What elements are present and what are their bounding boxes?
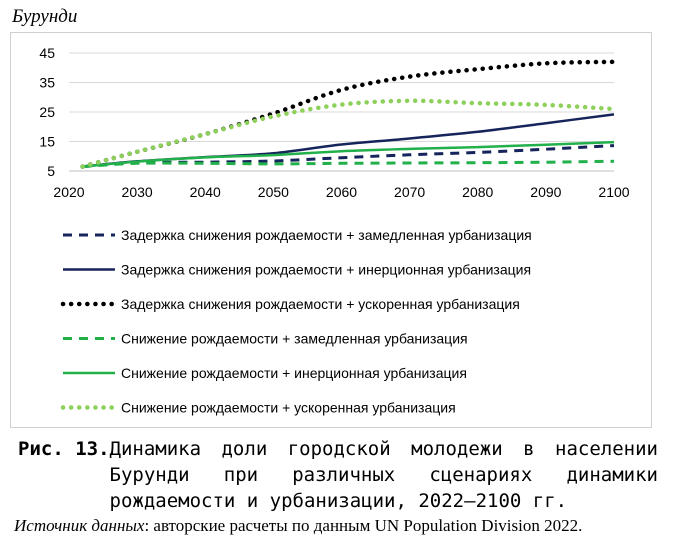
x-tick-label: 2040 — [190, 184, 221, 200]
x-tick-label: 2080 — [462, 184, 493, 200]
x-tick-label: 2070 — [394, 184, 425, 200]
legend-label-2: Задержка снижения рождаемости + инерцион… — [121, 262, 531, 278]
y-tick-label: 45 — [39, 45, 55, 61]
x-tick-label: 2050 — [258, 184, 289, 200]
region-title: Бурунди — [12, 6, 78, 27]
series-line-5 — [82, 140, 615, 168]
series-line-6 — [80, 98, 617, 169]
series-lines — [80, 59, 617, 169]
legend-label-4: Снижение рождаемости + замедленная урбан… — [121, 331, 468, 347]
source-note: Источник данных: авторские расчеты по да… — [14, 516, 664, 536]
figure-caption: Рис. 13. Динамика доли городской молодеж… — [18, 436, 658, 514]
x-tick-label: 2030 — [122, 184, 153, 200]
legend-label-1: Задержка снижения рождаемости + замедлен… — [121, 227, 532, 243]
y-tick-label: 5 — [47, 163, 55, 179]
y-tick-labels: 5 15 25 35 45 — [39, 45, 55, 179]
x-tick-label: 2020 — [53, 184, 84, 200]
source-label: Источник данных — [14, 516, 145, 535]
grid-lines — [69, 52, 614, 172]
legend-label-5: Снижение рождаемости + инерционная урбан… — [121, 365, 467, 381]
chart-frame: 5 15 25 35 45 2020 2030 2040 2050 2060 2070 2080 20… — [10, 32, 652, 428]
y-tick-label: 25 — [39, 104, 55, 120]
y-tick-label: 35 — [39, 75, 55, 91]
x-tick-labels: 2020 2030 2040 2050 2060 2070 2080 2090 2100 — [53, 184, 629, 200]
x-tick-label: 2060 — [326, 184, 357, 200]
legend: Задержка снижения рождаемости + замедлен… — [60, 227, 532, 416]
legend-label-6: Снижение рождаемости + ускоренная урбани… — [121, 400, 456, 416]
series-line-4 — [82, 159, 615, 169]
x-tick-label: 2090 — [530, 184, 561, 200]
legend-label-3: Задержка снижения рождаемости + ускоренн… — [121, 296, 520, 312]
caption-label: Рис. 13. — [18, 438, 110, 460]
source-text: : авторские расчеты по данным UN Populat… — [144, 516, 583, 535]
caption-text: Динамика доли городской молодежи в насел… — [109, 438, 658, 512]
x-tick-label: 2100 — [598, 184, 629, 200]
y-tick-label: 15 — [39, 134, 55, 150]
